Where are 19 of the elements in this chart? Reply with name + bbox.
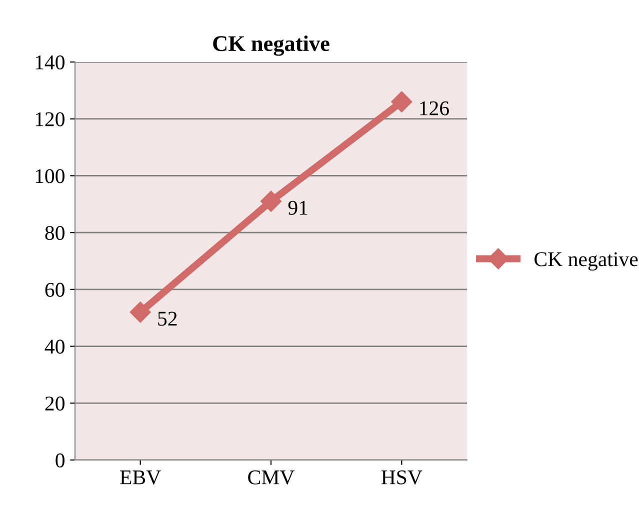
data-label: 52 [158,312,177,326]
point [260,190,282,212]
y-tick-label: 40 [44,340,64,354]
point [130,302,151,323]
chart-title: CK negative [213,35,330,56]
legend-label: CK negative [534,252,638,271]
y-tick-label: 0 [56,453,64,468]
y-tick-label: 100 [36,169,64,184]
y-tick-label: 120 [36,112,64,126]
data-label: 126 [420,101,449,116]
y-tick-label: 60 [45,282,64,297]
x-tick-label: CMV [248,470,294,484]
x-tick-label: HSV [381,470,422,484]
point [391,91,412,112]
x-tick-label: EBV [120,470,161,484]
y-tick-label: 20 [45,396,64,411]
y-tick-label: 140 [36,55,64,70]
y-tick-label: 80 [45,226,64,240]
data-label: 91 [288,200,308,215]
